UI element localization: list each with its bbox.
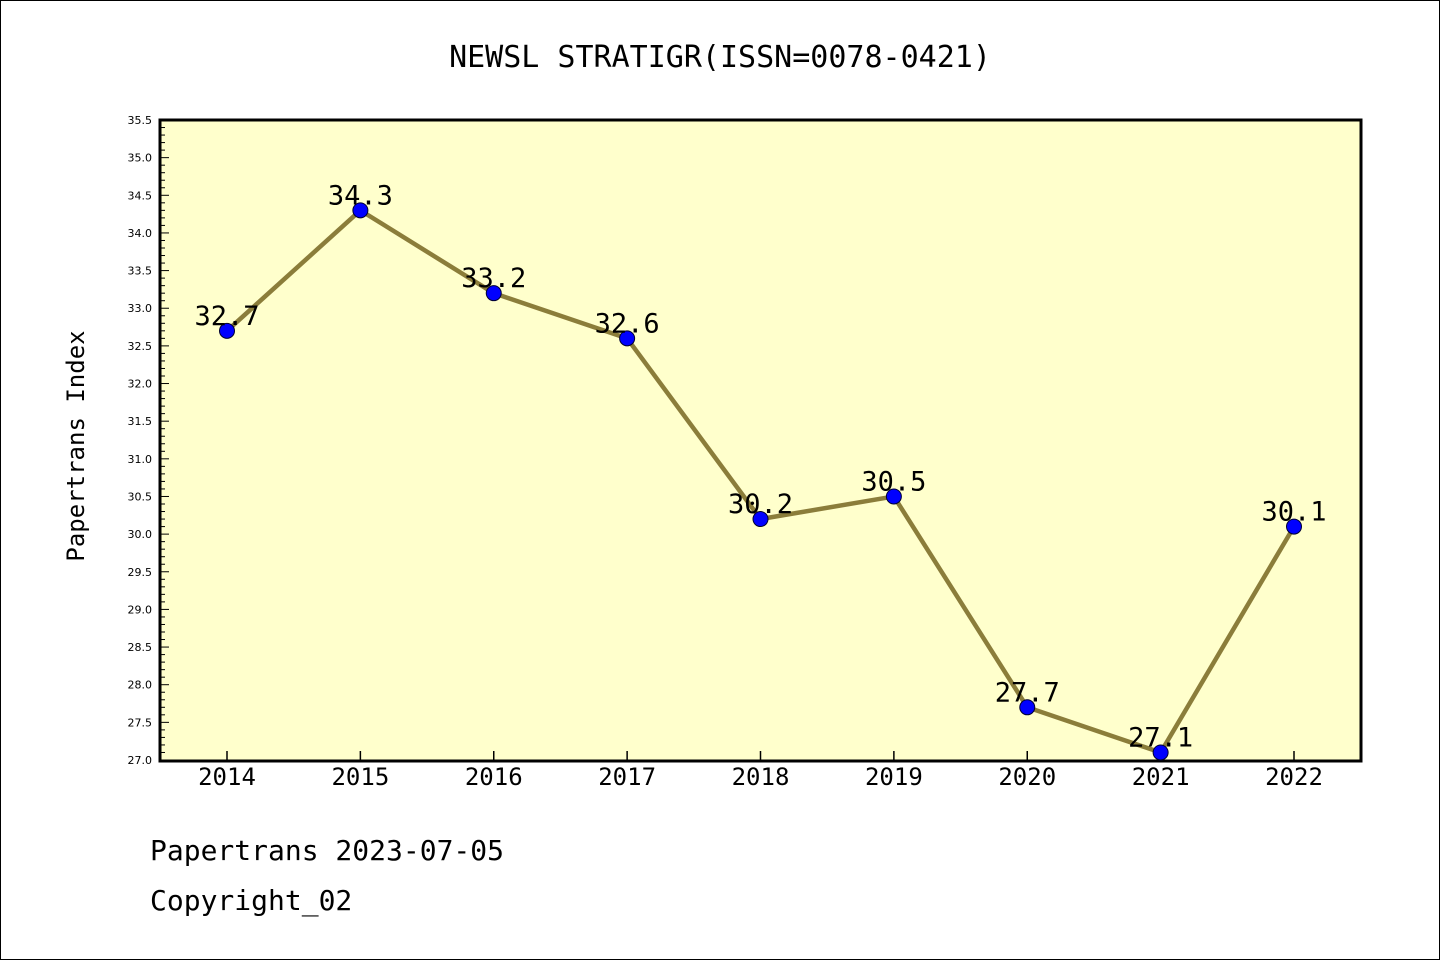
y-tick-label: 33.5 [128, 265, 153, 278]
data-point [219, 322, 235, 339]
x-tick-label: 2017 [598, 763, 656, 791]
x-tick-label: 2018 [732, 763, 790, 791]
x-tick-label: 2014 [198, 763, 256, 791]
x-tick-label: 2016 [465, 763, 523, 791]
y-tick-label: 32.5 [128, 340, 153, 353]
chart-title: NEWSL STRATIGR(ISSN=0078-0421) [449, 40, 991, 75]
y-tick-label: 29.5 [128, 566, 153, 579]
y-tick-label: 28.5 [128, 641, 153, 654]
data-point [1019, 699, 1036, 716]
y-tick-label: 29.0 [128, 603, 153, 616]
y-axis-ticks: 27.0 27.5 28.0 28.5 29.0 29.5 30.0 30.5 31.0 31.5… [128, 114, 169, 767]
data-point [485, 285, 502, 302]
y-tick-label: 27.5 [128, 716, 153, 729]
x-tick-label: 2015 [331, 763, 389, 791]
data-labels: 32.7 34.3 33.2 32.6 30.2 30.5 27.7 27.1 30.1 [194, 180, 1326, 753]
y-tick-label: 31.5 [128, 415, 153, 428]
data-label: 33.2 [461, 263, 526, 294]
footer-date: Papertrans 2023-07-05 [150, 834, 505, 867]
data-point [619, 330, 636, 347]
data-point [752, 511, 769, 528]
data-point [885, 488, 902, 505]
footer-copyright: Copyright_02 [150, 884, 353, 917]
y-tick-label: 31.0 [128, 453, 153, 466]
data-label: 30.5 [861, 466, 926, 497]
x-tick-label: 2021 [1132, 763, 1190, 791]
y-tick-label: 28.0 [128, 679, 153, 692]
data-label: 30.2 [728, 489, 793, 520]
data-label: 27.7 [995, 677, 1060, 708]
y-tick-label: 30.0 [128, 528, 153, 541]
data-label: 30.1 [1261, 497, 1326, 528]
x-tick-label: 2020 [998, 763, 1056, 791]
data-label: 32.6 [595, 308, 660, 339]
data-label: 34.3 [328, 180, 393, 211]
data-point [1152, 744, 1169, 761]
data-point [1286, 518, 1302, 535]
y-tick-label: 33.0 [128, 302, 153, 315]
plot-area [158, 118, 1363, 763]
y-tick-label: 27.0 [128, 754, 153, 767]
y-tick-label: 35.5 [128, 114, 153, 127]
data-label: 27.1 [1128, 722, 1193, 753]
y-tick-label: 32.0 [128, 378, 153, 391]
y-tick-label: 34.0 [128, 227, 153, 240]
series-papertrans-index [219, 202, 1302, 761]
y-axis-label: Papertrans Index [62, 330, 90, 561]
y-tick-label: 34.5 [128, 189, 153, 202]
y-tick-label: 30.5 [128, 490, 153, 503]
x-tick-label: 2022 [1265, 763, 1323, 791]
y-tick-label: 35.0 [128, 152, 153, 165]
x-axis-ticks: 2014 2015 2016 2017 2018 2019 2020 2021 2022 [198, 751, 1323, 791]
data-label: 32.7 [194, 301, 259, 332]
x-tick-label: 2019 [865, 763, 923, 791]
data-point [352, 202, 369, 219]
